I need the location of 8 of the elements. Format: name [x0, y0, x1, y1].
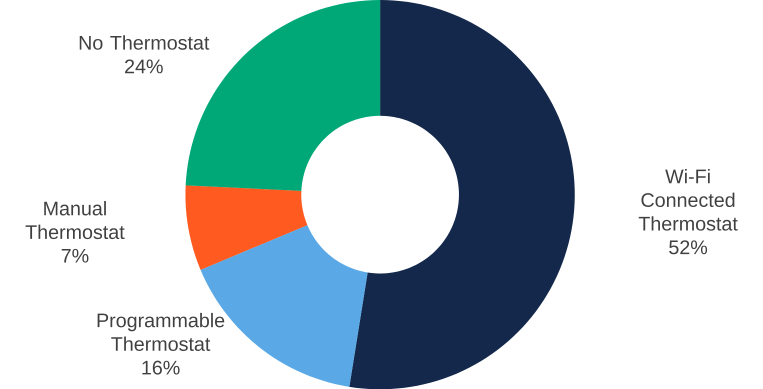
slice-label: Wi-Fi Connected Thermostat	[638, 168, 738, 231]
data-label: 7%	[62, 248, 88, 262]
data-label: 24%	[125, 59, 163, 74]
data-label: 52%	[669, 240, 708, 254]
slice-label: No Thermostat	[80, 35, 210, 50]
data-label: 16%	[142, 360, 180, 374]
slice-label: Programmable Thermostat	[98, 312, 224, 351]
slice-label: Manual Thermostat	[26, 200, 125, 239]
